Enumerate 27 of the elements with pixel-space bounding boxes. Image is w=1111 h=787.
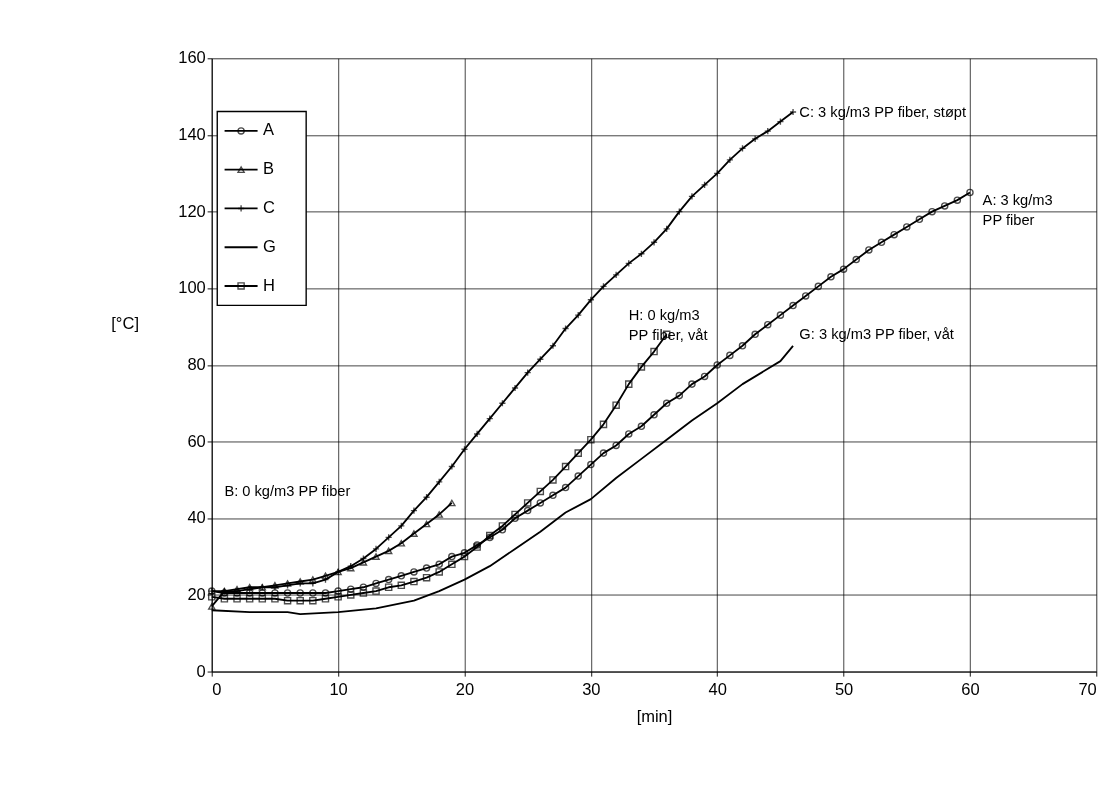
y-tick-label: 160 (178, 48, 206, 67)
y-tick-label: 40 (187, 508, 206, 527)
x-axis-title: [min] (636, 707, 673, 726)
y-tick-label: 60 (187, 431, 206, 450)
x-tick-label: 40 (708, 679, 727, 698)
x-tick-label: 60 (961, 679, 980, 698)
annotation: G: 3 kg/m3 PP fiber, våt (799, 325, 954, 342)
y-tick-label: 20 (187, 584, 206, 603)
x-tick-label: 20 (455, 679, 475, 698)
legend-label: H (263, 275, 276, 294)
annotation: A: 3 kg/m3 PP fiber (982, 191, 1053, 228)
x-tick-label: 70 (1078, 679, 1097, 698)
x-tick-label: 10 (329, 679, 348, 698)
x-tick-label: 30 (582, 679, 601, 698)
y-tick-label: 140 (178, 125, 206, 144)
annotation: C: 3 kg/m3 PP fiber, støpt (799, 103, 967, 120)
legend-label: G (263, 236, 276, 255)
y-tick-label: 0 (196, 661, 206, 680)
y-tick-label: 120 (178, 201, 206, 220)
x-tick-label: 0 (212, 679, 222, 698)
y-axis-title: [°C] (111, 314, 139, 333)
y-tick-label: 100 (178, 278, 206, 297)
legend-label: B (263, 159, 275, 178)
legend-label: C (263, 198, 276, 217)
legend-label: A (263, 120, 275, 139)
x-tick-label: 50 (834, 679, 854, 698)
y-tick-label: 80 (187, 355, 206, 373)
